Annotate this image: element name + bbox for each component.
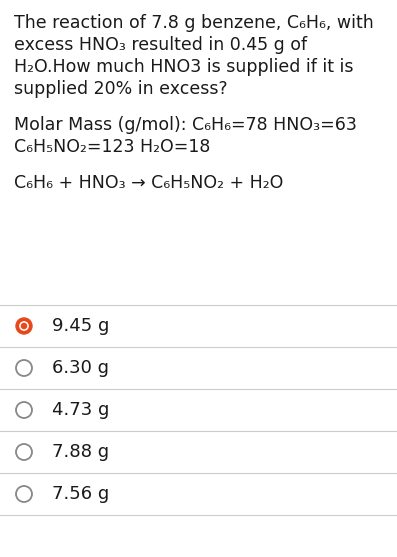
Circle shape: [21, 324, 27, 329]
Circle shape: [20, 322, 28, 330]
Text: The reaction of 7.8 g benzene, C₆H₆, with: The reaction of 7.8 g benzene, C₆H₆, wit…: [14, 14, 374, 32]
Text: C₆H₆ + HNO₃ → C₆H₅NO₂ + H₂O: C₆H₆ + HNO₃ → C₆H₅NO₂ + H₂O: [14, 174, 283, 192]
Text: excess HNO₃ resulted in 0.45 g of: excess HNO₃ resulted in 0.45 g of: [14, 36, 307, 54]
Circle shape: [16, 318, 32, 334]
Text: H₂O.How much HNO3 is supplied if it is: H₂O.How much HNO3 is supplied if it is: [14, 58, 353, 76]
Text: 7.56 g: 7.56 g: [52, 485, 109, 503]
Text: supplied 20% in excess?: supplied 20% in excess?: [14, 80, 227, 98]
Text: 6.30 g: 6.30 g: [52, 359, 109, 377]
Text: 4.73 g: 4.73 g: [52, 401, 110, 419]
Text: 9.45 g: 9.45 g: [52, 317, 110, 335]
Text: 7.88 g: 7.88 g: [52, 443, 109, 461]
Text: Molar Mass (g/mol): C₆H₆=78 HNO₃=63: Molar Mass (g/mol): C₆H₆=78 HNO₃=63: [14, 116, 357, 134]
Text: C₆H₅NO₂=123 H₂O=18: C₆H₅NO₂=123 H₂O=18: [14, 138, 210, 156]
